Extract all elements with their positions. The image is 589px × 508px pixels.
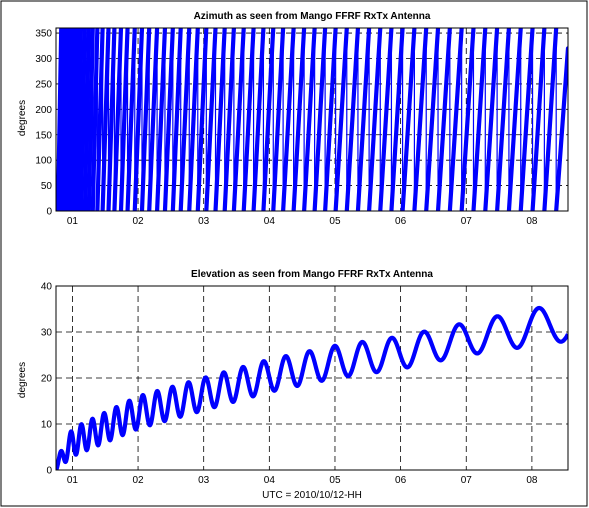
azimuth-ramp (378, 28, 394, 211)
azimuth-ramp (389, 28, 405, 211)
azimuth-ramp (424, 28, 441, 211)
azimuth-ytick-label: 350 (35, 29, 52, 40)
azimuth-ramp (125, 28, 137, 211)
azimuth-ramp (554, 46, 568, 211)
elevation-xtick-label: 03 (198, 475, 210, 486)
azimuth-xtick-label: 07 (461, 216, 473, 227)
azimuth-ytick-label: 300 (35, 54, 52, 65)
elevation-xtick-label: 05 (329, 475, 341, 486)
elevation-ytick-label: 20 (41, 374, 53, 385)
azimuth-ramp (187, 28, 200, 211)
azimuth-ramp (231, 28, 246, 211)
azimuth-ramp (471, 28, 488, 211)
azimuth-ramp (90, 28, 100, 211)
azimuth-ramp (367, 28, 383, 211)
azimuth-xtick-label: 05 (329, 216, 341, 227)
azimuth-ramp (139, 28, 152, 211)
elevation-ytick-label: 30 (41, 328, 53, 339)
elevation-ytick-label: 0 (46, 466, 52, 477)
azimuth-ramp (222, 28, 236, 211)
azimuth-ramp (78, 28, 87, 211)
elevation-title: Elevation as seen from Mango FFRF RxTx A… (191, 269, 433, 280)
elevation-xtick-label: 08 (526, 475, 538, 486)
azimuth-ramp (213, 28, 227, 211)
azimuth-xtick-label: 02 (132, 216, 144, 227)
elevation-xtick-label: 01 (67, 475, 79, 486)
azimuth-xtick-label: 08 (526, 216, 538, 227)
elevation-xtick-label: 06 (395, 475, 407, 486)
azimuth-ytick-label: 250 (35, 79, 52, 90)
azimuth-ramp (106, 28, 117, 211)
azimuth-ramp (355, 28, 372, 211)
azimuth-ramp (170, 28, 183, 211)
azimuth-ramp (483, 28, 500, 211)
azimuth-ramp (147, 28, 160, 211)
azimuth-chart: Azimuth as seen from Mango FFRF RxTx Ant… (17, 11, 569, 227)
azimuth-ramp (530, 28, 547, 211)
azimuth-ramp (518, 28, 535, 211)
azimuth-ramp (100, 28, 111, 211)
azimuth-ramp (302, 28, 317, 211)
azimuth-ramp (506, 28, 523, 211)
azimuth-ramp (178, 28, 192, 211)
azimuth-data (56, 28, 568, 211)
azimuth-ramp (412, 28, 429, 211)
azimuth-ramp (154, 28, 168, 211)
elevation-ytick-label: 10 (41, 420, 53, 431)
azimuth-ramp (261, 28, 276, 211)
azimuth-ramp (323, 28, 338, 211)
azimuth-ramp (281, 28, 296, 211)
azimuth-ramp (95, 28, 105, 211)
azimuth-ramp (459, 28, 476, 211)
elevation-ytick-label: 40 (41, 282, 53, 293)
azimuth-ramp (435, 28, 452, 211)
azimuth-ticks: 01 02 03 04 05 06 07 08 0 50 100 150 200 250 300 350 (35, 29, 538, 227)
elevation-xtick-label: 02 (132, 475, 144, 486)
elevation-axes-box (55, 285, 569, 471)
elevation-ylabel: degrees (17, 362, 28, 398)
elevation-chart: Elevation as seen from Mango FFRF RxTx A… (17, 269, 569, 501)
azimuth-ytick-label: 200 (35, 105, 52, 116)
azimuth-ramp (542, 28, 559, 211)
elevation-ticks: 01 02 03 04 05 06 07 08 0 10 20 30 40 (41, 282, 538, 487)
azimuth-ramp (333, 28, 349, 211)
azimuth-ramp (86, 28, 95, 211)
azimuth-ytick-label: 150 (35, 130, 52, 141)
azimuth-ramp (195, 28, 209, 211)
azimuth-ramp (312, 28, 328, 211)
elevation-xtick-label: 04 (264, 475, 276, 486)
azimuth-ramp (132, 28, 145, 211)
azimuth-title: Azimuth as seen from Mango FFRF RxTx Ant… (194, 11, 431, 22)
azimuth-ramp (162, 28, 175, 211)
azimuth-ramp (241, 28, 256, 211)
azimuth-ramp (251, 28, 266, 211)
azimuth-ramp (118, 28, 130, 211)
azimuth-ytick-label: 0 (46, 207, 52, 218)
azimuth-ramp (495, 28, 512, 211)
elevation-xlabel: UTC = 2010/10/12-HH (262, 490, 362, 501)
azimuth-xtick-label: 04 (264, 216, 276, 227)
azimuth-ylabel: degrees (17, 100, 28, 136)
azimuth-ramp (204, 28, 218, 211)
azimuth-ramp (400, 28, 417, 211)
elevation-grid (56, 286, 568, 470)
azimuth-ytick-label: 100 (35, 156, 52, 167)
azimuth-ramp (112, 28, 124, 211)
azimuth-ramp (344, 28, 361, 211)
azimuth-ramp (447, 28, 464, 211)
azimuth-ramp (271, 28, 286, 211)
azimuth-ramp (82, 28, 91, 211)
azimuth-ramp (291, 28, 307, 211)
azimuth-xtick-label: 01 (67, 216, 79, 227)
elevation-xtick-label: 07 (461, 475, 473, 486)
azimuth-xtick-label: 03 (198, 216, 210, 227)
azimuth-ytick-label: 50 (41, 181, 53, 192)
azimuth-axes-box (55, 27, 569, 212)
azimuth-xtick-label: 06 (395, 216, 407, 227)
elevation-data (56, 305, 568, 470)
elevation-series-line (56, 305, 568, 470)
